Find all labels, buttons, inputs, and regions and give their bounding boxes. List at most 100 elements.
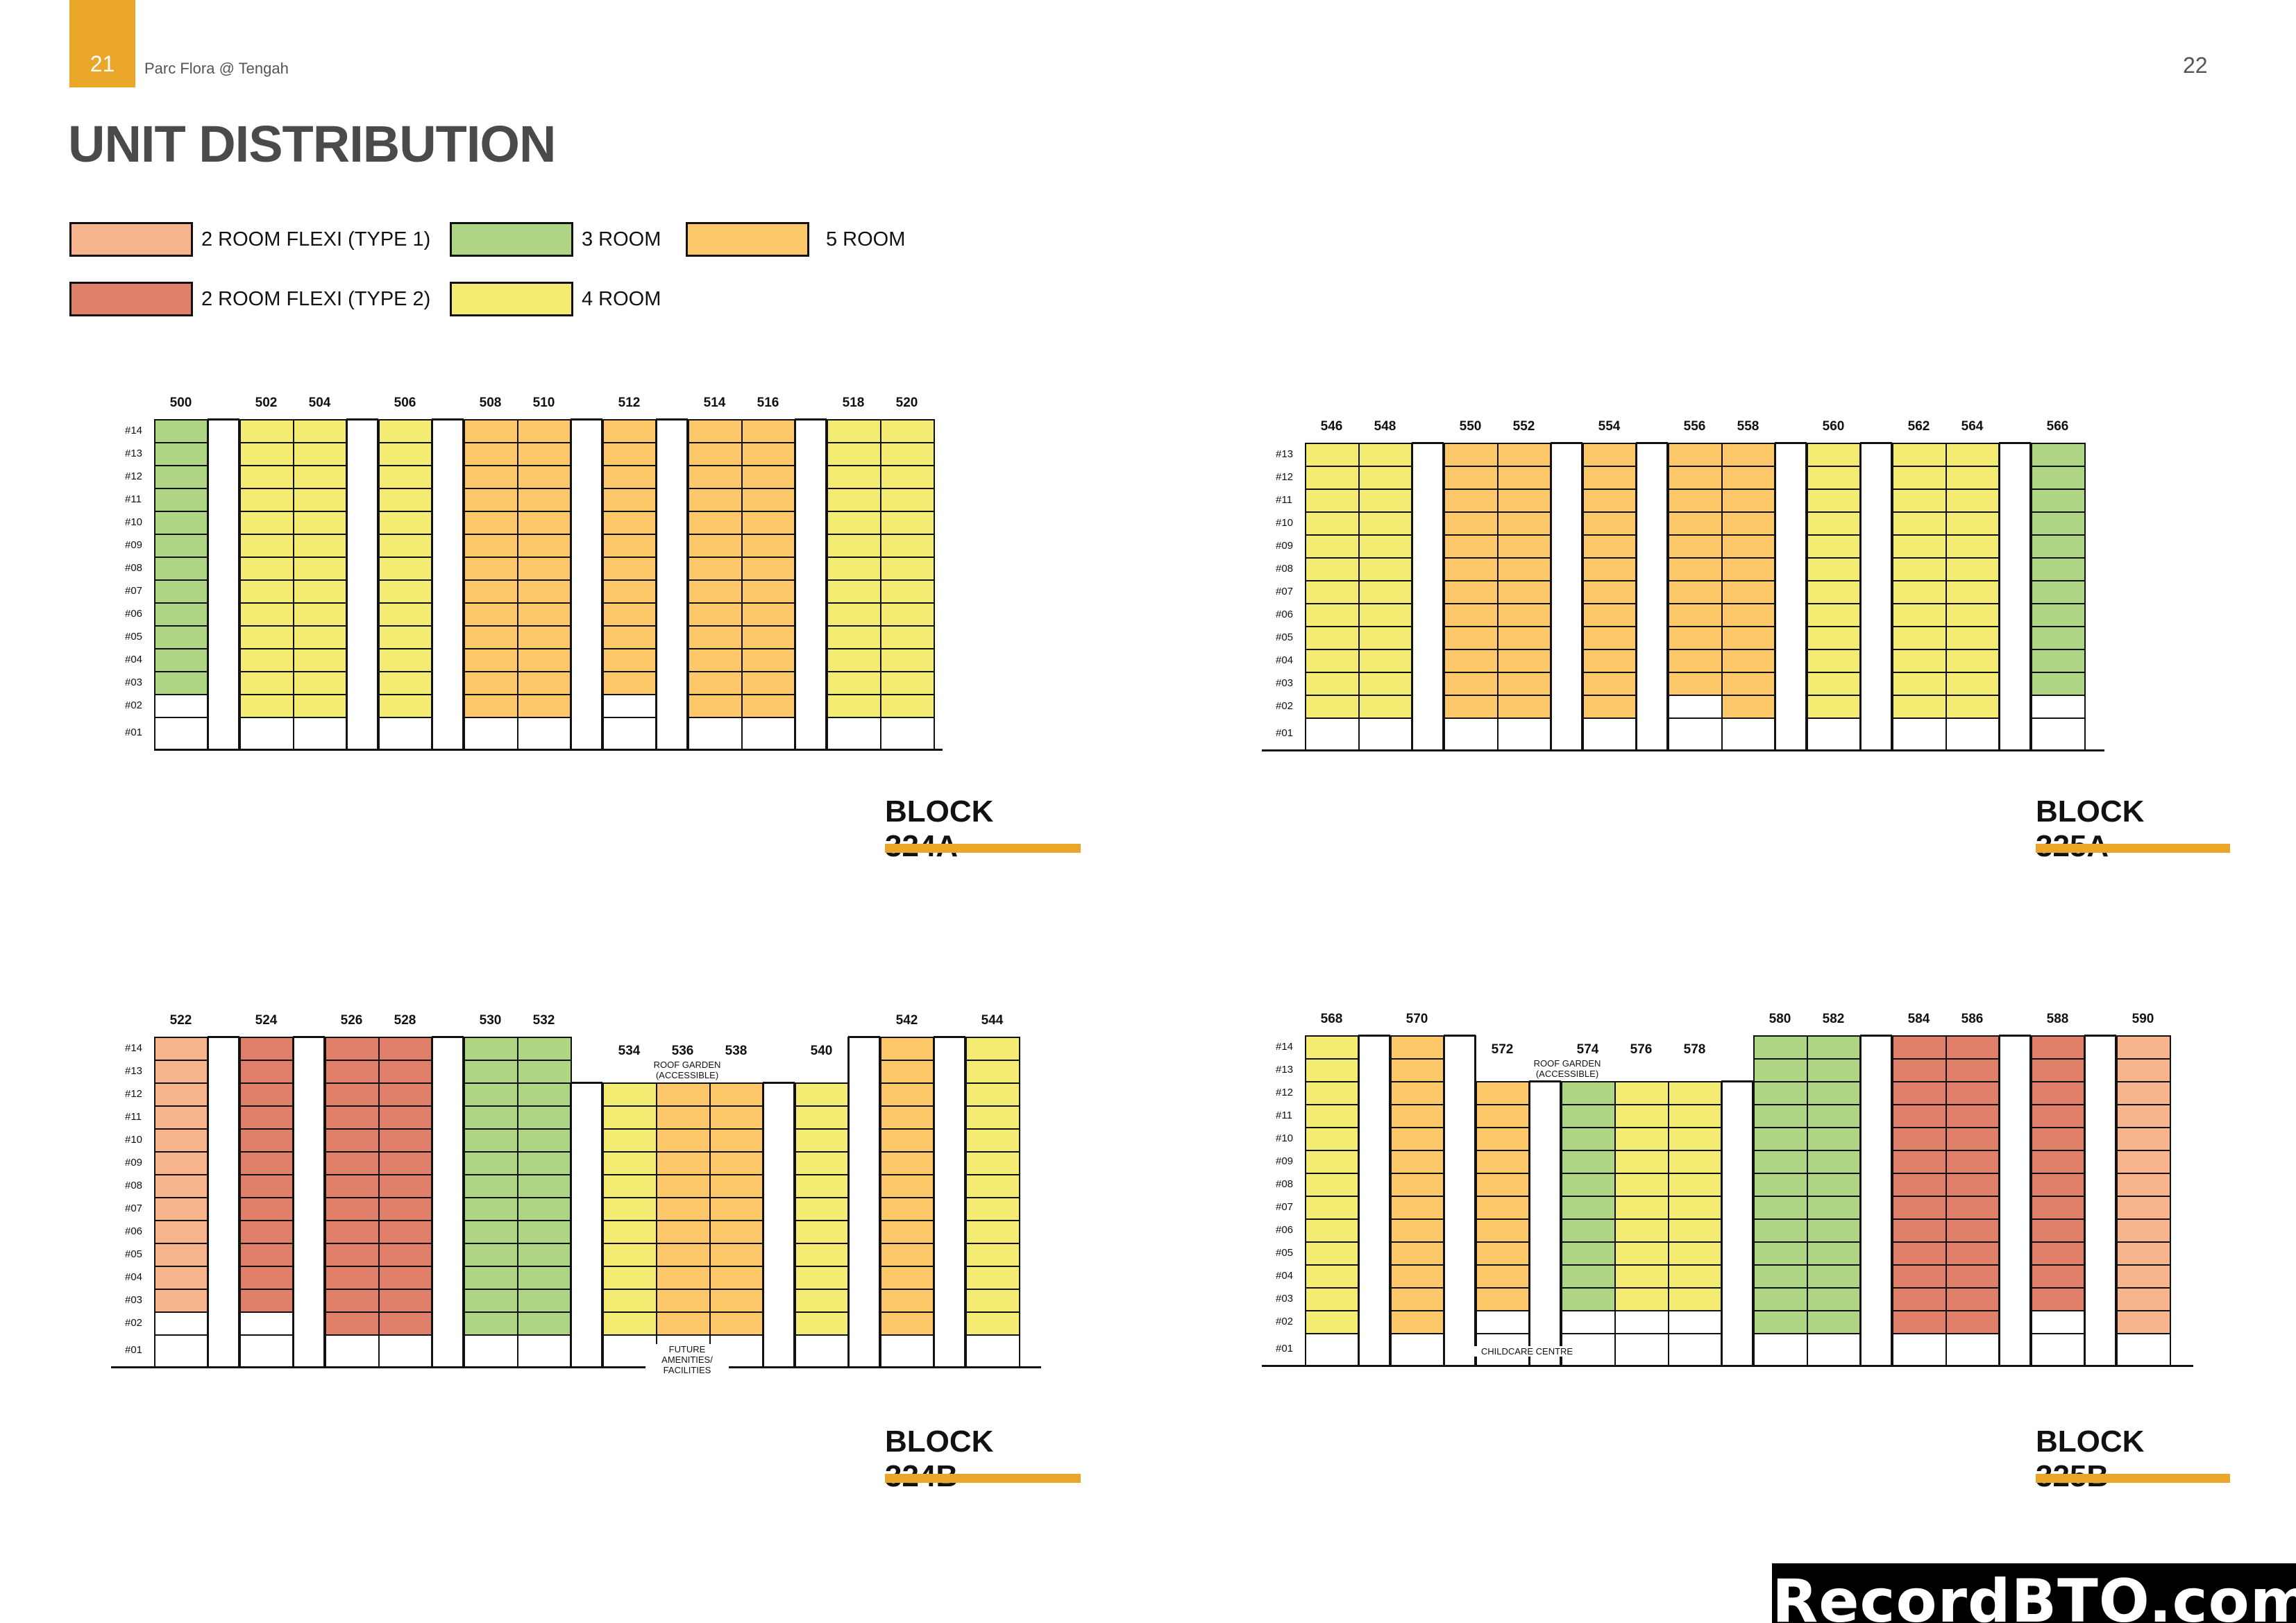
- unit-cell: [656, 1220, 711, 1244]
- unit-stack-label: 514: [703, 396, 726, 410]
- unit-cell: [602, 556, 657, 581]
- unit-cell: [827, 717, 881, 750]
- unit-cell: [378, 1334, 433, 1368]
- unit-cell: [1945, 1310, 2000, 1334]
- unit-cell: [1945, 1196, 2000, 1220]
- unit-cell: [1945, 1035, 2000, 1060]
- floor-label: #12: [1276, 470, 1294, 483]
- unit-cell: [1668, 717, 1723, 751]
- unit-cell: [1358, 649, 1413, 673]
- unit-cell: [741, 648, 796, 672]
- unit-cell: [517, 1060, 572, 1084]
- column-divider: [655, 419, 657, 749]
- unit-cell: [741, 579, 796, 604]
- unit-cell: [2031, 1104, 2086, 1128]
- unit-cell: [656, 1082, 711, 1107]
- unit-cell: [1721, 580, 1776, 604]
- unit-cell: [1721, 443, 1776, 467]
- unit-stack-label: 516: [757, 396, 779, 410]
- unit-cell: [2116, 1218, 2171, 1243]
- unit-cell: [1305, 1081, 1360, 1105]
- block-title-underline: [885, 1474, 1081, 1483]
- unit-cell: [293, 511, 348, 535]
- unit-cell: [1892, 1150, 1947, 1174]
- unit-cell: [2031, 1035, 2086, 1060]
- floor-label: #13: [1276, 448, 1294, 460]
- unit-cell: [795, 1151, 850, 1175]
- unit-cell: [1390, 1150, 1445, 1174]
- column-divider: [431, 1037, 433, 1366]
- unit-cell: [1892, 695, 1947, 719]
- unit-cell: [378, 717, 433, 750]
- unit-cell: [1497, 511, 1552, 536]
- column-divider: [431, 419, 433, 749]
- unit-cell: [688, 579, 743, 604]
- unit-cell: [880, 465, 935, 489]
- unit-cell: [880, 602, 935, 627]
- unit-cell: [464, 419, 518, 443]
- unit-cell: [602, 602, 657, 627]
- unit-cell: [965, 1128, 1020, 1153]
- unit-cell: [1614, 1241, 1669, 1266]
- column-divider: [570, 1082, 572, 1366]
- column-divider: [1891, 443, 1893, 749]
- roof-line: [848, 1036, 880, 1038]
- roof-line: [571, 418, 602, 420]
- unit-cell: [795, 1105, 850, 1130]
- unit-cell: [1582, 511, 1637, 536]
- unit-cell: [154, 1220, 209, 1244]
- unit-cell: [1358, 580, 1413, 604]
- unit-cell: [1358, 717, 1413, 751]
- unit-cell: [1476, 1310, 1530, 1334]
- roof-line: [1860, 442, 1892, 444]
- unit-cell: [1945, 1264, 2000, 1289]
- unit-cell: [1668, 1127, 1723, 1151]
- unit-cell: [1614, 1081, 1669, 1105]
- unit-cell: [2031, 1287, 2086, 1311]
- column-divider: [1998, 443, 2000, 749]
- unit-cell: [154, 1243, 209, 1267]
- unit-cell: [1582, 488, 1637, 513]
- unit-cell: [1945, 580, 2000, 604]
- unit-cell: [154, 579, 209, 604]
- column-divider: [462, 419, 464, 749]
- unit-cell: [602, 625, 657, 649]
- unit-cell: [688, 602, 743, 627]
- unit-cell: [602, 1289, 657, 1313]
- unit-cell: [827, 694, 881, 718]
- floor-label: #05: [125, 1248, 143, 1260]
- unit-cell: [1945, 1333, 2000, 1366]
- floor-label: #07: [125, 1202, 143, 1214]
- roof-line: [208, 1036, 239, 1038]
- unit-cell: [1668, 1196, 1723, 1220]
- unit-stack-label: 566: [2046, 419, 2069, 434]
- unit-stack-label: 584: [1907, 1012, 1930, 1026]
- unit-cell: [517, 1311, 572, 1336]
- unit-cell: [2116, 1264, 2171, 1289]
- unit-cell: [827, 534, 881, 558]
- unit-cell: [602, 1197, 657, 1221]
- unit-cell: [1807, 1150, 1862, 1174]
- unit-cell: [293, 648, 348, 672]
- floor-label: #04: [125, 1271, 143, 1283]
- column-divider: [686, 419, 689, 749]
- unit-cell: [880, 1060, 935, 1084]
- unit-cell: [1753, 1150, 1808, 1174]
- unit-stack-label: 546: [1320, 419, 1343, 434]
- unit-cell: [517, 442, 572, 466]
- unit-cell: [1561, 1241, 1616, 1266]
- unit-cell: [239, 1243, 294, 1267]
- unit-cell: [464, 671, 518, 695]
- unit-cell: [1476, 1264, 1530, 1289]
- floor-label: #13: [125, 447, 143, 459]
- unit-stack-label: 564: [1961, 419, 1984, 434]
- unit-cell: [688, 465, 743, 489]
- column-divider: [1358, 1035, 1360, 1365]
- unit-cell: [154, 488, 209, 512]
- unit-stack-label: 520: [895, 396, 918, 410]
- unit-cell: [741, 625, 796, 649]
- unit-cell: [602, 1151, 657, 1175]
- unit-cell: [1614, 1264, 1669, 1289]
- column-divider: [1474, 1035, 1476, 1365]
- unit-cell: [1582, 603, 1637, 627]
